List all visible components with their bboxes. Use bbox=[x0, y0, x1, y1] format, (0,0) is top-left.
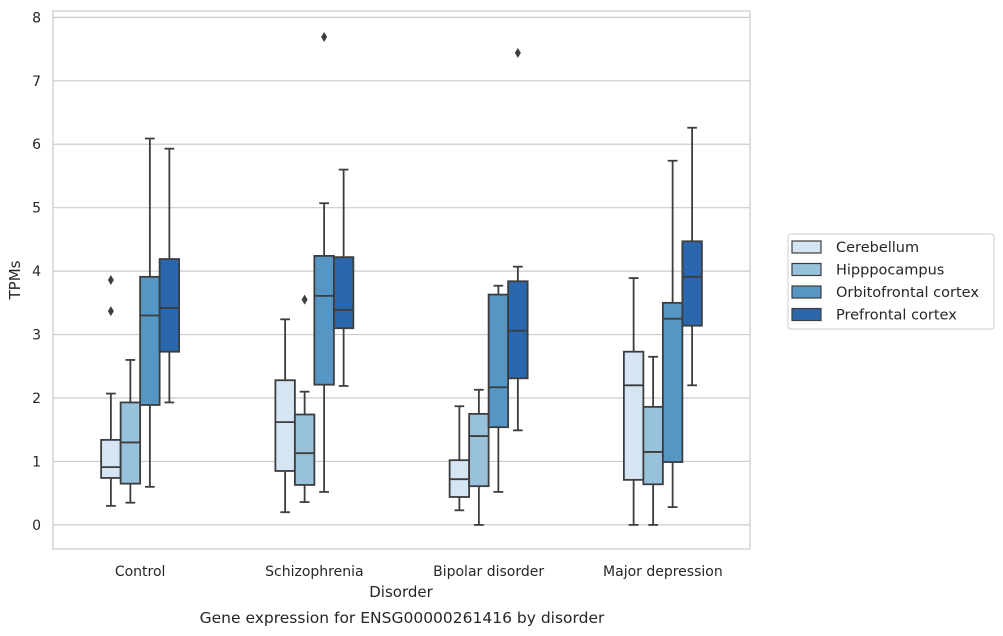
box-control-prefrontal-cortex bbox=[158, 147, 181, 404]
legend-frame bbox=[787, 233, 995, 330]
legend-swatch bbox=[791, 262, 822, 277]
legend: Cerebellum Hipppocampus Orbitofrontal cort… bbox=[787, 233, 995, 330]
legend-label: Hipppocampus bbox=[836, 263, 944, 279]
box-body bbox=[293, 413, 316, 486]
box-control-hipppocampus bbox=[119, 359, 142, 504]
box-schizophrenia-orbitofrontal-cortex bbox=[313, 32, 335, 493]
legend-swatch bbox=[791, 240, 822, 254]
box-body bbox=[487, 293, 510, 429]
box-body bbox=[661, 301, 684, 463]
box-schizophrenia-prefrontal-cortex bbox=[332, 168, 355, 387]
y-tick-label: 4 bbox=[32, 264, 41, 280]
box-body bbox=[622, 350, 645, 481]
box-body bbox=[139, 275, 161, 406]
y-tick-label: 7 bbox=[32, 74, 41, 90]
legend-label: Cerebellum bbox=[836, 240, 919, 256]
y-tick-label: 3 bbox=[32, 328, 41, 344]
box-body bbox=[313, 254, 335, 386]
box-control-orbitofrontal-cortex bbox=[139, 137, 161, 488]
x-axis-label: Disorder bbox=[369, 583, 433, 601]
x-tick-label: Major depression bbox=[603, 564, 723, 580]
x-tick-label: Schizophrenia bbox=[265, 564, 363, 580]
box-body bbox=[681, 240, 703, 327]
y-tick-label: 5 bbox=[32, 201, 41, 217]
box-body bbox=[274, 379, 296, 472]
y-axis-label: TPMs bbox=[6, 260, 24, 300]
x-tick-label: Control bbox=[115, 564, 166, 580]
box-body bbox=[468, 412, 490, 488]
outlier-point bbox=[514, 47, 521, 58]
legend-swatch bbox=[791, 307, 822, 322]
box-groups bbox=[100, 32, 703, 526]
y-tick-label: 1 bbox=[32, 454, 41, 470]
box-body bbox=[332, 256, 355, 330]
box-body bbox=[158, 258, 181, 353]
y-tick-labels: 0 1 2 3 4 5 6 7 8 bbox=[32, 10, 41, 534]
legend-label: Prefrontal cortex bbox=[836, 308, 957, 324]
box-schizophrenia-hipppocampus bbox=[293, 294, 316, 503]
outlier-point bbox=[107, 275, 114, 285]
box-major-depression-prefrontal-cortex bbox=[681, 126, 703, 387]
outlier-point bbox=[301, 294, 308, 305]
outlier-point bbox=[321, 32, 328, 43]
y-tick-label: 0 bbox=[32, 518, 41, 534]
y-tick-label: 6 bbox=[32, 137, 41, 153]
legend-label: Orbitofrontal cortex bbox=[836, 285, 979, 301]
y-tick-label: 8 bbox=[32, 10, 41, 26]
box-bipolar-disorder-prefrontal-cortex bbox=[507, 47, 529, 432]
box-control-cerebellum bbox=[100, 275, 122, 507]
box-body bbox=[100, 438, 122, 479]
box-major-depression-orbitofrontal-cortex bbox=[661, 159, 684, 509]
plot-frame bbox=[52, 10, 751, 550]
box-bipolar-disorder-cerebellum bbox=[448, 405, 471, 512]
box-major-depression-cerebellum bbox=[622, 277, 645, 526]
chart-caption: Gene expression for ENSG00000261416 by d… bbox=[200, 609, 605, 627]
legend-swatch bbox=[791, 285, 822, 299]
outlier-point bbox=[107, 306, 114, 317]
x-tick-labels: Control Schizophrenia Bipolar disorder Majo… bbox=[115, 564, 723, 580]
box-bipolar-disorder-hipppocampus bbox=[468, 388, 490, 526]
box-body bbox=[642, 405, 664, 486]
x-tick-label: Bipolar disorder bbox=[433, 564, 544, 580]
box-body bbox=[507, 280, 529, 380]
y-tick-label: 2 bbox=[32, 391, 41, 407]
